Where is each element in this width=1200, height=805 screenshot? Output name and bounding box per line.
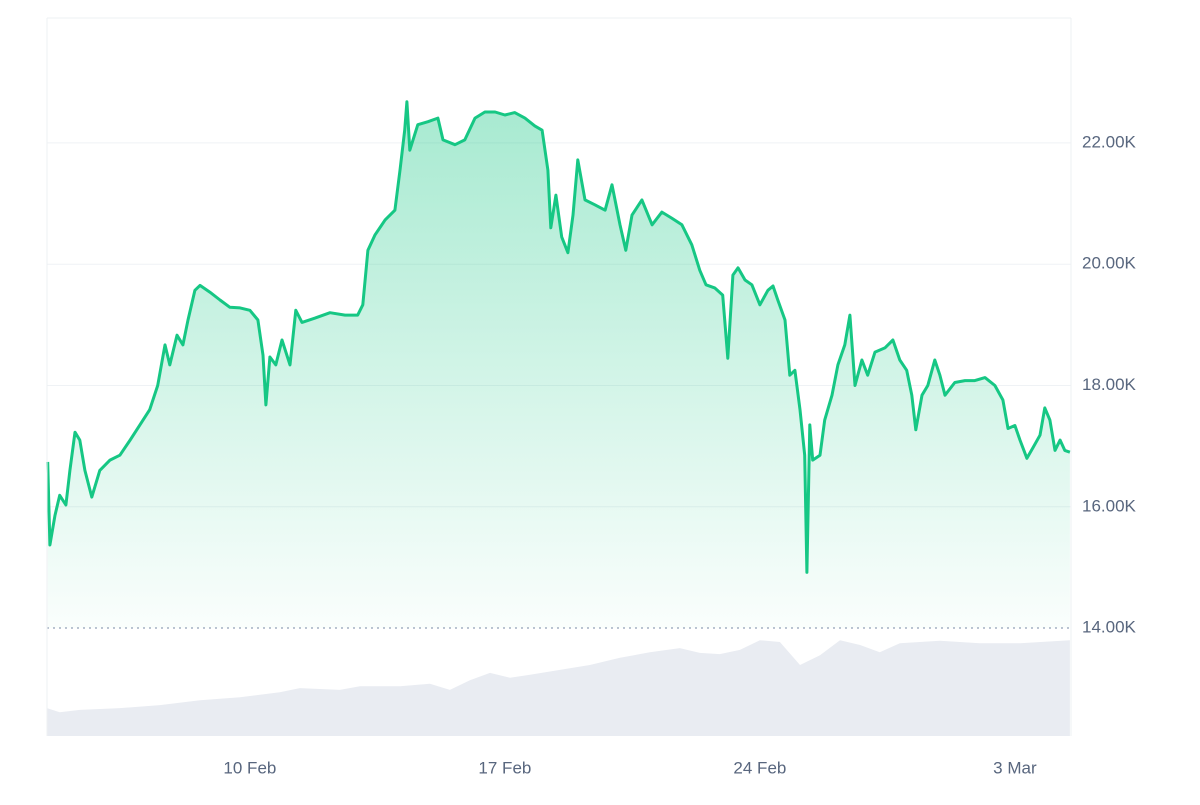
y-tick-label: 22.00K — [1082, 132, 1137, 151]
y-tick-label: 20.00K — [1082, 254, 1137, 273]
price-area — [47, 101, 1070, 629]
frame-layer — [46, 17, 1072, 736]
y-tick-label: 14.00K — [1082, 618, 1137, 637]
y-tick-label: 18.00K — [1082, 375, 1137, 394]
price-line — [46, 100, 1071, 574]
label-layer: 14.00K 16.00K 18.00K 20.00K 22.00K 10 Feb 17 F… — [223, 132, 1136, 777]
x-tick-label: 3 Mar — [993, 758, 1037, 777]
volume-area — [47, 640, 1070, 736]
y-tick-label: 16.00K — [1082, 496, 1137, 515]
x-tick-label: 24 Feb — [733, 758, 786, 777]
x-tick-label: 10 Feb — [223, 758, 276, 777]
data-layer — [46, 100, 1071, 736]
x-tick-label: 17 Feb — [478, 758, 531, 777]
